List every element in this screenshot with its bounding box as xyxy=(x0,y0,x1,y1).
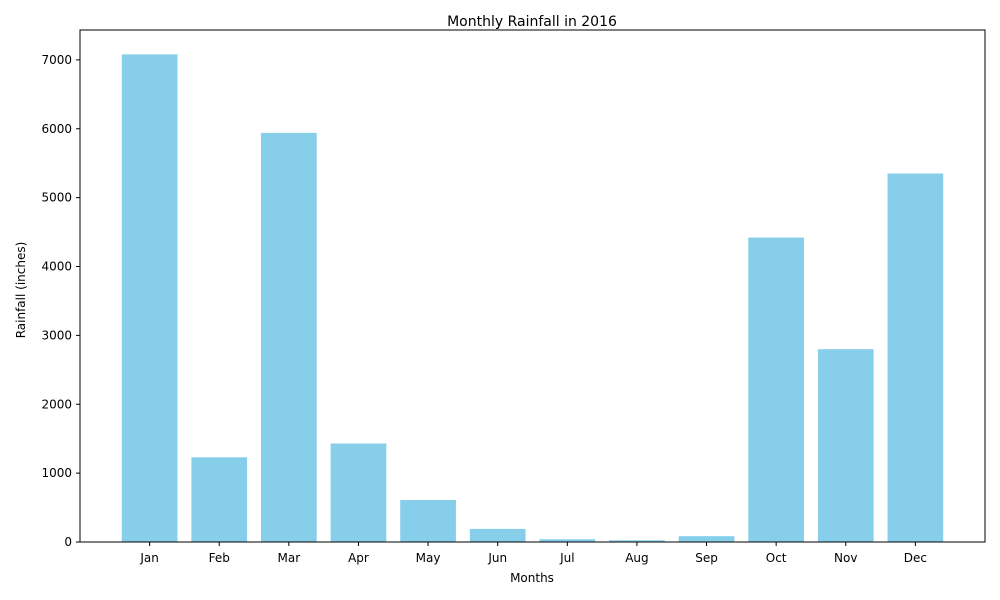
x-tick-label: Nov xyxy=(834,551,857,565)
x-axis-ticks: Jan Feb Mar Apr May Jun Jul Aug Sep Oct Nov Dec xyxy=(139,542,927,565)
chart-title: Monthly Rainfall in 2016 xyxy=(447,14,617,30)
x-tick-label: Jul xyxy=(559,551,574,565)
bar-oct xyxy=(748,237,804,542)
plot-frame xyxy=(79,29,986,543)
x-tick-label: Aug xyxy=(625,551,648,565)
x-tick-label: Mar xyxy=(278,551,301,565)
y-axis-ticks: 0 1000 2000 3000 4000 5000 6000 7000 xyxy=(41,53,80,549)
x-tick-label: Feb xyxy=(209,551,230,565)
x-tick-label: Jan xyxy=(139,551,159,565)
y-tick-label: 7000 xyxy=(41,53,72,67)
x-tick-label: Sep xyxy=(695,551,718,565)
bar-jan xyxy=(121,54,178,542)
y-tick-label: 1000 xyxy=(41,466,72,480)
x-tick-label: Oct xyxy=(766,551,787,565)
y-tick-label: 4000 xyxy=(41,260,72,274)
bar-may xyxy=(400,499,456,542)
x-tick-label: May xyxy=(416,551,441,565)
bar-aug xyxy=(609,540,665,542)
bars-group xyxy=(121,54,944,543)
y-tick-label: 2000 xyxy=(41,397,72,411)
bar-feb xyxy=(191,457,248,542)
x-tick-label: Dec xyxy=(904,551,927,565)
bar-mar xyxy=(261,132,317,543)
x-tick-label: Jun xyxy=(487,551,507,565)
y-tick-label: 5000 xyxy=(41,191,72,205)
bar-jun xyxy=(469,528,526,542)
bar-sep xyxy=(678,536,735,542)
x-axis-label: Months xyxy=(510,571,554,585)
y-tick-label: 0 xyxy=(64,535,72,549)
y-axis-label: Rainfall (inches) xyxy=(14,242,28,339)
y-tick-label: 6000 xyxy=(41,122,72,136)
bar-dec xyxy=(887,173,944,542)
y-tick-label: 3000 xyxy=(41,328,72,342)
bar-nov xyxy=(817,349,874,542)
bar-jul xyxy=(539,539,596,542)
bar-apr xyxy=(330,443,387,542)
x-tick-label: Apr xyxy=(348,551,369,565)
